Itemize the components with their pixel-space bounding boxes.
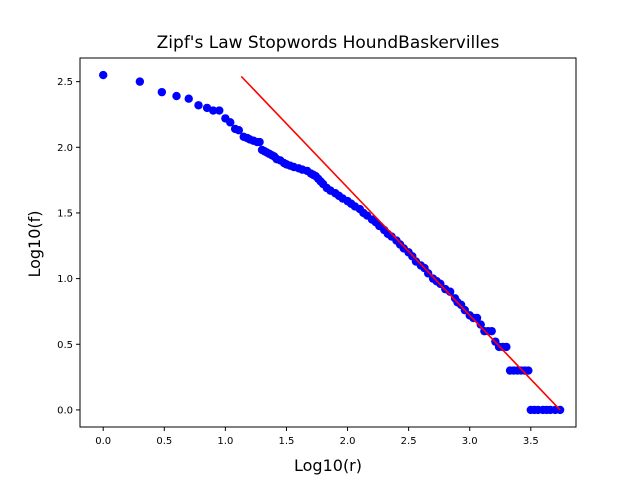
x-tick-label: 0.5 (156, 436, 172, 447)
data-point (99, 70, 108, 80)
x-tick-label: 3.0 (462, 436, 478, 447)
data-point (172, 91, 181, 101)
x-tick-label: 3.5 (523, 436, 539, 447)
x-tick-label: 1.0 (217, 436, 233, 447)
y-tick-label: 2.0 (57, 143, 73, 154)
x-tick-label: 2.5 (401, 436, 417, 447)
x-tick-label: 2.0 (340, 436, 356, 447)
x-axis: 0.0 0.5 1.0 1.5 2.0 2.5 3.0 3.5 (95, 427, 539, 447)
fit-line (240, 75, 561, 411)
data-point (234, 126, 244, 135)
data-point (215, 106, 224, 115)
data-point (524, 366, 533, 375)
data-point (255, 137, 264, 147)
y-tick-label: 0.0 (57, 405, 73, 416)
data-point (157, 87, 167, 97)
data-point (184, 94, 193, 103)
axes-frame (79, 57, 577, 428)
y-tick-label: 1.0 (57, 274, 73, 285)
data-point (208, 106, 218, 115)
data-point (502, 342, 511, 352)
y-axis: 0.0 0.5 1.0 1.5 2.0 2.5 (57, 77, 80, 416)
plot-area (99, 70, 565, 415)
data-point (135, 77, 145, 86)
data-point (487, 326, 496, 336)
y-axis-label: Log10(f) (25, 210, 44, 277)
x-tick-label: 1.5 (279, 436, 295, 447)
chart-title: Zipf's Law Stopwords HoundBaskervilles (157, 33, 500, 53)
data-point (476, 320, 485, 329)
data-point (226, 118, 235, 127)
data-point (194, 101, 203, 110)
x-axis-label: Log10(r) (294, 456, 362, 475)
y-tick-label: 0.5 (57, 340, 73, 351)
data-point (423, 269, 433, 278)
x-tick-label: 0.0 (95, 436, 111, 447)
y-tick-label: 1.5 (57, 208, 73, 219)
y-tick-label: 2.5 (57, 77, 73, 88)
